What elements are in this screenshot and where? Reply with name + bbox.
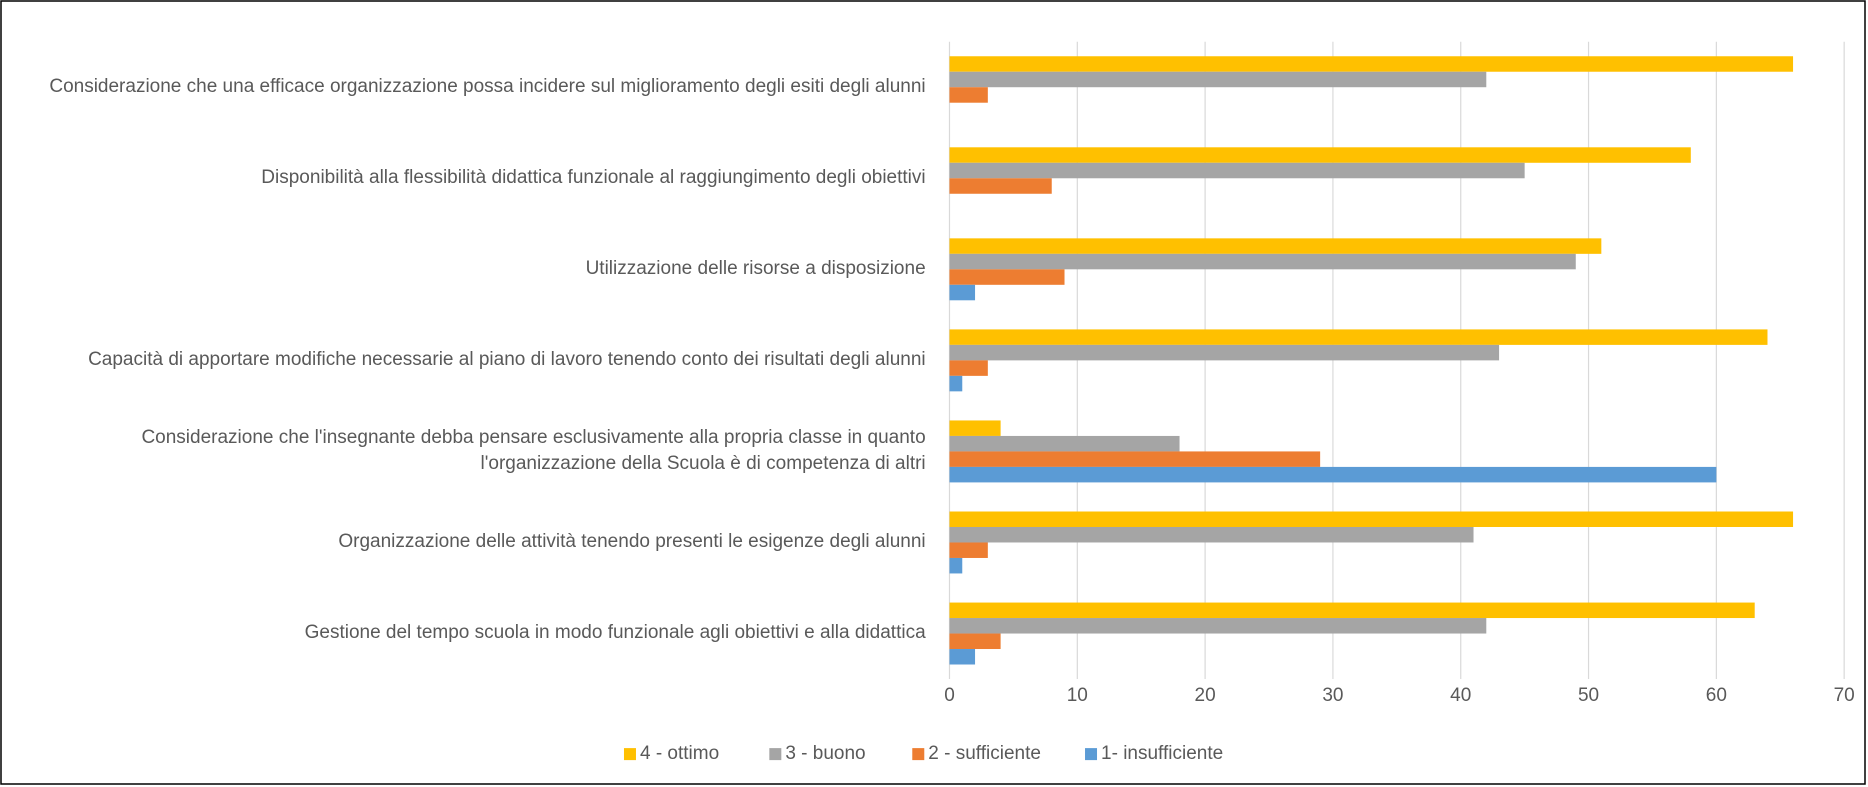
bar [949, 284, 976, 301]
y-tick-label: Organizzazione delle attività tenendo pr… [338, 531, 926, 553]
legend-label: 4 - ottimo [640, 743, 719, 764]
bar [949, 466, 1717, 483]
bar [949, 162, 1525, 179]
bar [949, 526, 1474, 543]
bar [949, 71, 1487, 88]
legend-swatch [623, 748, 636, 761]
bar [949, 360, 988, 376]
x-tick-label: 10 [1067, 685, 1088, 706]
legend-label: 2 - sufficiente [928, 743, 1041, 764]
legend-swatch [769, 748, 782, 761]
y-tick-label: Disponibilità alla flessibilità didattic… [261, 166, 926, 188]
bar [949, 435, 1180, 452]
bar [949, 56, 1794, 72]
legend-swatch [1085, 748, 1098, 761]
bar [949, 344, 1500, 361]
y-tick-label: Capacità di apportare modifiche necessar… [88, 349, 926, 371]
bar [949, 511, 1794, 527]
bar [949, 269, 1065, 285]
x-tick-label: 30 [1322, 685, 1343, 706]
x-tick-label: 20 [1195, 685, 1216, 706]
bar [949, 451, 1321, 467]
bar [949, 147, 1691, 163]
bar [949, 420, 1001, 436]
x-tick-label: 0 [944, 685, 955, 706]
y-tick-label: Utilizzazione delle risorse a disposizio… [585, 258, 926, 280]
bar [949, 602, 1755, 619]
legend-label: 3 - buono [785, 743, 865, 764]
x-tick-label: 70 [1834, 685, 1855, 706]
bar [949, 557, 963, 574]
x-tick-label: 50 [1578, 685, 1599, 706]
bar [949, 253, 1576, 270]
legend-swatch [912, 748, 925, 761]
bar [949, 375, 963, 392]
y-tick-label: Considerazione che una efficace organizz… [49, 75, 926, 97]
bar [949, 649, 976, 665]
bar [949, 633, 1001, 650]
bar [949, 329, 1768, 345]
y-tick-label: Gestione del tempo scuola in modo funzio… [304, 622, 926, 644]
bar [949, 87, 988, 103]
y-tick-label: Considerazione che l'insegnante debba pe… [141, 426, 926, 475]
bar [949, 238, 1602, 254]
bar [949, 618, 1487, 634]
x-tick-label: 40 [1450, 685, 1471, 706]
legend-label: 1- insufficiente [1101, 743, 1223, 764]
bar [949, 542, 988, 558]
x-tick-label: 60 [1706, 685, 1727, 706]
bar [949, 178, 1052, 194]
